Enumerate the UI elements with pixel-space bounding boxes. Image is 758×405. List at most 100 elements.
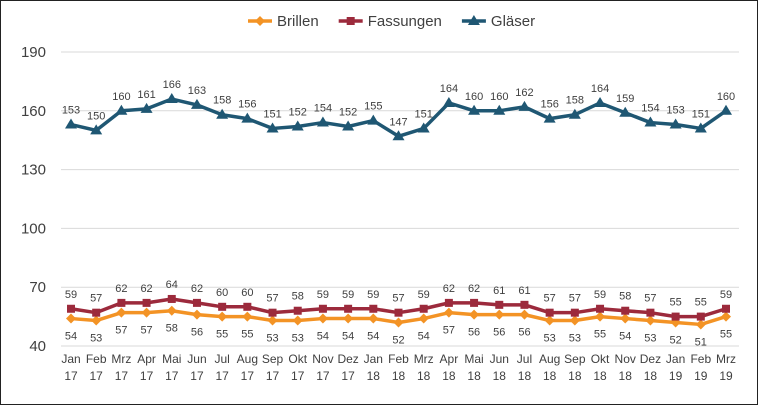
data-label: 56 [493,327,505,339]
data-label: 53 [266,333,278,345]
x-tick-label-year: 17 [140,369,154,383]
data-point [242,311,253,322]
x-tick-label: Aug [237,352,258,366]
data-point [92,308,101,317]
data-label: 52 [669,334,681,346]
x-tick-label: Aug [539,352,560,366]
data-point [720,104,732,115]
data-point [91,315,102,326]
data-label: 160 [490,91,508,103]
data-point [318,304,327,313]
x-tick-label-year: 19 [719,369,733,383]
x-tick-label-year: 18 [568,369,582,383]
data-label: 59 [720,289,732,301]
data-point [470,298,479,307]
data-label: 57 [443,325,455,337]
x-tick-label: Mrz [111,352,131,366]
x-tick-label: Jul [517,352,532,366]
data-label: 150 [87,110,105,122]
data-point [696,312,705,321]
data-point [494,309,505,320]
data-label: 55 [241,329,253,341]
data-point [418,313,429,324]
data-point [346,17,355,25]
x-tick-label-year: 17 [241,369,255,383]
data-point [343,313,354,324]
data-label: 154 [641,103,659,115]
data-label: 58 [292,291,304,303]
data-point [293,306,302,315]
data-point [495,300,504,309]
data-point [468,104,481,115]
x-tick-label-year: 18 [417,369,431,383]
data-point [570,308,579,317]
data-label: 53 [90,333,102,345]
x-tick-label-year: 17 [115,369,129,383]
x-tick-label-year: 18 [518,369,532,383]
y-tick-label: 160 [21,103,46,120]
data-point [165,93,178,104]
data-label: 158 [566,95,584,107]
y-tick-label: 70 [29,279,46,296]
x-tick-label-year: 18 [442,369,456,383]
data-point [721,311,731,322]
data-point [141,307,152,318]
data-label: 160 [465,91,483,103]
x-tick-label: Jul [214,352,229,366]
data-label: 55 [720,329,732,341]
data-point [467,15,480,25]
x-tick-label: Feb [388,352,409,366]
data-point [190,98,203,109]
y-tick-label: 100 [21,220,46,237]
data-point [392,130,405,141]
data-label: 58 [166,323,178,335]
data-label: 61 [493,285,505,297]
data-point [90,124,103,135]
x-tick-label: Sep [262,352,284,366]
data-point [393,317,404,328]
data-label: 162 [515,87,533,99]
data-label: 158 [213,95,231,107]
x-tick-label: Feb [86,352,107,366]
data-label: 64 [166,279,178,291]
data-point [142,298,151,307]
data-point [543,112,556,123]
x-tick-label: Okt [591,352,610,366]
x-tick-label-year: 17 [316,369,330,383]
data-label: 159 [616,93,634,105]
x-tick-label-year: 17 [190,369,204,383]
x-tick-label-year: 17 [64,369,78,383]
data-label: 53 [292,333,304,345]
data-point [167,294,176,303]
x-tick-label-year: 17 [215,369,229,383]
y-tick-label: 40 [29,338,46,355]
data-label: 152 [289,106,307,118]
data-point [66,313,76,324]
data-point [316,116,329,127]
data-point [115,104,128,115]
x-tick-label-year: 18 [467,369,481,383]
data-label: 58 [619,291,631,303]
legend-label: Fassungen [368,13,442,30]
data-point [417,122,430,133]
data-point [116,307,127,318]
data-point [342,120,355,131]
data-label: 55 [669,297,681,309]
data-label: 57 [140,325,152,337]
data-label: 161 [137,89,155,101]
data-point [594,96,607,107]
data-label: 154 [314,103,332,115]
data-point [545,308,554,317]
data-point [419,304,428,313]
data-label: 53 [569,333,581,345]
x-tick-label-year: 17 [291,369,305,383]
data-point [569,315,580,326]
x-tick-label: Mai [464,352,483,366]
data-point [568,108,581,119]
x-tick-label-year: 17 [165,369,179,383]
x-tick-label: Jan [364,352,383,366]
x-tick-label-year: 19 [694,369,708,383]
x-tick-label-year: 18 [367,369,381,383]
